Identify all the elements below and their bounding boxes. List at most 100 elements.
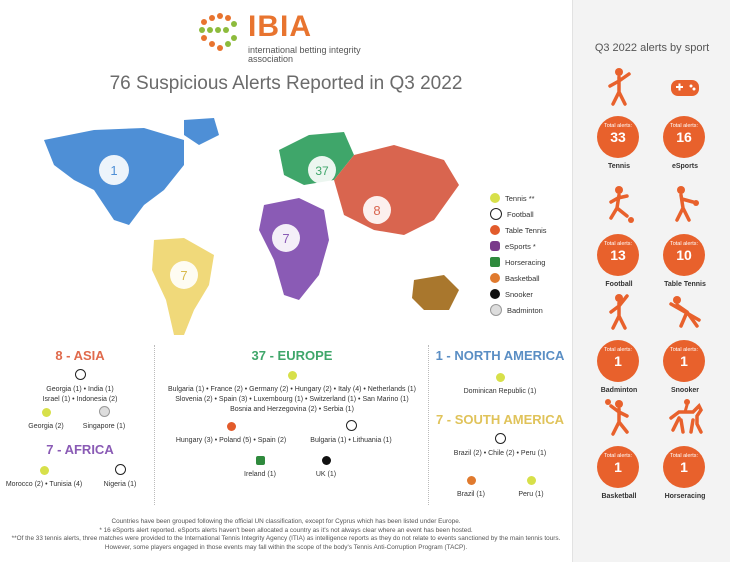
world-map: 1 7 37 7 8 bbox=[44, 118, 459, 335]
basketball-count: 1 bbox=[614, 459, 622, 475]
legend-label: Horseracing bbox=[505, 257, 546, 267]
logo-dots-icon bbox=[199, 13, 237, 51]
shuttlecock-icon bbox=[490, 304, 502, 316]
legend-item-basketball: Basketball bbox=[490, 270, 568, 286]
legend-item-table-tennis: Table Tennis bbox=[490, 222, 568, 238]
asia-tennis: Georgia (2) bbox=[16, 404, 76, 432]
snooker-count: 1 bbox=[680, 353, 688, 369]
legend-label: Football bbox=[507, 209, 534, 219]
legend-item-football: Football bbox=[490, 206, 568, 222]
table-tennis-name: Table Tennis bbox=[664, 281, 706, 288]
table-tennis-count: 10 bbox=[676, 247, 692, 263]
gamepad-icon bbox=[490, 241, 500, 251]
basketball-player-icon bbox=[605, 399, 629, 436]
legend-item-tennis: Tennis ** bbox=[490, 190, 568, 206]
asia-badminton-text: Singapore (1) bbox=[82, 423, 126, 430]
total-label: Total alerts: bbox=[603, 123, 633, 129]
badminton-count: 1 bbox=[614, 353, 622, 369]
legend-label: Table Tennis bbox=[505, 225, 547, 235]
africa-tennis: Morocco (2) • Tunisia (4) bbox=[4, 462, 84, 490]
tennis-ball-icon bbox=[39, 466, 49, 475]
snooker-player-icon bbox=[669, 296, 701, 328]
gamepad-icon bbox=[671, 80, 699, 96]
football-player-icon bbox=[609, 186, 634, 223]
badge-asia: 8 bbox=[363, 196, 391, 224]
badminton-player-icon bbox=[609, 294, 629, 330]
tennis-count-badge: Total alerts: 33 bbox=[597, 116, 639, 158]
legend-label: Badminton bbox=[507, 305, 543, 315]
divider bbox=[428, 345, 429, 505]
south-america-basketball-text: Brazil (1) bbox=[456, 491, 485, 498]
sport-card-snooker: Total alerts: 1 Snooker bbox=[653, 290, 717, 410]
sport-card-tennis: Total alerts: 33 Tennis bbox=[587, 66, 651, 186]
snooker-count-badge: Total alerts: 1 bbox=[663, 340, 705, 382]
europe-tennis-line1: Bulgaria (1) • France (2) • Germany (2) … bbox=[168, 386, 416, 393]
europe-tennis-line3: Bosnia and Herzegovina (2) • Serbia (1) bbox=[230, 406, 354, 413]
badminton-name: Badminton bbox=[600, 387, 638, 394]
infographic-main: IBIA international betting integrity ass… bbox=[4, 10, 570, 551]
sport-card-horseracing: Total alerts: 1 Horseracing bbox=[653, 396, 717, 516]
tennis-count: 33 bbox=[610, 129, 626, 145]
tennis-ball-icon bbox=[287, 371, 297, 380]
basketball-count-badge: Total alerts: 1 bbox=[597, 446, 639, 488]
europe-football-text: Bulgaria (1) • Lithuania (1) bbox=[310, 437, 392, 444]
africa-heading: 7 - AFRICA bbox=[46, 442, 114, 457]
football-icon bbox=[74, 369, 86, 380]
europe-snooker: UK (1) bbox=[296, 452, 356, 480]
asia-tennis-text: Georgia (2) bbox=[28, 423, 64, 430]
total-label: Total alerts: bbox=[669, 123, 699, 129]
table-tennis-paddle-icon bbox=[490, 225, 500, 235]
table-tennis-paddle-icon bbox=[226, 422, 236, 431]
greenland-region bbox=[184, 118, 219, 145]
south-america-section: 7 - SOUTH AMERICA Brazil (2) • Chile (2)… bbox=[430, 412, 570, 459]
sport-card-basketball: Total alerts: 1 Basketball bbox=[587, 396, 651, 516]
horse-rider-icon bbox=[669, 399, 703, 434]
tennis-ball-icon bbox=[490, 193, 500, 203]
europe-heading: 37 - EUROPE bbox=[251, 348, 333, 363]
ibia-logo: IBIA international betting integrity ass… bbox=[196, 10, 361, 66]
north-america-section: 1 - NORTH AMERICA Dominican Republic (1) bbox=[430, 348, 570, 397]
tennis-ball-icon bbox=[495, 373, 505, 382]
tennis-name: Tennis bbox=[607, 163, 631, 170]
esports-name: eSports bbox=[671, 163, 699, 170]
badge-asia-label: 8 bbox=[373, 203, 380, 218]
europe-snooker-text: UK (1) bbox=[315, 471, 337, 478]
logo-subtitle: international betting integrity associat… bbox=[248, 45, 361, 64]
logo-wordmark: IBIA bbox=[248, 10, 312, 43]
north-america-heading: 1 - NORTH AMERICA bbox=[435, 348, 565, 363]
asia-badminton: Singapore (1) bbox=[74, 404, 134, 432]
footnote-line: **Of the 33 tennis alerts, three matches… bbox=[11, 535, 561, 542]
total-label: Total alerts: bbox=[669, 453, 699, 459]
africa-football-text: Nigeria (1) bbox=[103, 481, 137, 488]
asia-football-line1: Georgia (1) • India (1) bbox=[46, 386, 114, 393]
horseracing-count-badge: Total alerts: 1 bbox=[663, 446, 705, 488]
africa-section: 7 - AFRICA bbox=[10, 442, 150, 457]
snooker-name: Snooker bbox=[670, 387, 699, 394]
football-icon bbox=[490, 208, 502, 220]
sport-sidebar: Q3 2022 alerts by sport Total alerts: 33 … bbox=[572, 0, 730, 562]
horse-icon bbox=[490, 257, 500, 267]
sport-card-esports: Total alerts: 16 eSports bbox=[653, 66, 717, 186]
football-count: 13 bbox=[610, 247, 626, 263]
badge-africa: 7 bbox=[272, 224, 300, 252]
south-america-heading: 7 - SOUTH AMERICA bbox=[435, 412, 565, 427]
asia-heading: 8 - ASIA bbox=[55, 348, 105, 363]
europe-tennis-line2: Slovenia (2) • Spain (3) • Luxembourg (1… bbox=[175, 396, 409, 403]
legend-label: Basketball bbox=[505, 273, 540, 283]
badge-north-america-label: 1 bbox=[110, 163, 117, 178]
esports-count: 16 bbox=[676, 129, 692, 145]
badge-europe: 37 bbox=[308, 156, 336, 184]
legend-item-badminton: Badminton bbox=[490, 302, 568, 318]
total-label: Total alerts: bbox=[603, 453, 633, 459]
football-name: Football bbox=[605, 281, 633, 288]
tennis-ball-icon bbox=[41, 408, 51, 417]
south-america-football-text: Brazil (2) • Chile (2) • Peru (1) bbox=[453, 450, 547, 457]
north-america-tennis-text: Dominican Republic (1) bbox=[463, 388, 537, 395]
basketball-name: Basketball bbox=[601, 493, 637, 500]
badge-europe-label: 37 bbox=[315, 164, 329, 178]
asia-region bbox=[334, 145, 459, 235]
badge-south-america-label: 7 bbox=[180, 268, 187, 283]
europe-horseracing: Ireland (1) bbox=[230, 452, 290, 480]
horse-icon bbox=[255, 456, 265, 465]
page-title: 76 Suspicious Alerts Reported in Q3 2022 bbox=[109, 73, 463, 94]
